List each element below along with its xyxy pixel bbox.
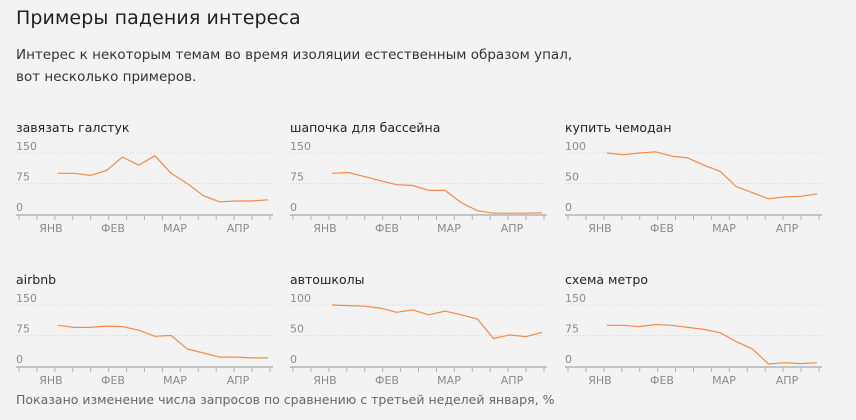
x-tick-label: МАР (712, 222, 736, 235)
chart-2: купить чемодан 0 50 100 ЯНВ ФЕВ МАР АПР (565, 120, 830, 235)
line-chart: 0 75 150 ЯНВ ФЕВ МАР АПР (16, 140, 273, 235)
series-line (607, 323, 818, 365)
page-lead: Интерес к некоторым темам во время изоля… (16, 47, 573, 85)
x-tick-label: АПР (227, 374, 250, 387)
x-tick-label: АПР (776, 222, 799, 235)
x-tick-label: ФЕВ (375, 222, 399, 235)
y-tick-label: 0 (16, 353, 23, 366)
line-chart: 0 75 150 ЯНВ ФЕВ МАР АПР (290, 140, 547, 235)
footnote: Показано изменение числа запросов по сра… (16, 392, 555, 407)
x-tick-label: ФЕВ (650, 222, 674, 235)
y-tick-label: 100 (290, 292, 311, 305)
chart-title: автошколы (290, 272, 365, 287)
series-line (331, 171, 543, 214)
x-tick-label: ЯНВ (588, 374, 611, 387)
chart-title: завязать галстук (16, 120, 130, 135)
chart-title: шапочка для бассейна (290, 120, 441, 135)
x-tick-label: МАР (163, 374, 187, 387)
y-tick-label: 0 (565, 353, 572, 366)
series-line (58, 155, 269, 203)
line-chart: 0 75 150 ЯНВ ФЕВ МАР АПР (565, 292, 822, 387)
x-tick-label: ЯНВ (39, 374, 62, 387)
x-tick-label: АПР (501, 222, 524, 235)
y-tick-label: 75 (16, 323, 30, 336)
line-chart: 0 75 150 ЯНВ ФЕВ МАР АПР (16, 292, 273, 387)
y-tick-label: 0 (290, 353, 297, 366)
x-tick-label: ФЕВ (101, 374, 125, 387)
chart-5: схема метро 0 75 150 ЯНВ ФЕВ МАР АПР (565, 272, 830, 387)
y-tick-label: 0 (16, 201, 23, 214)
chart-title: схема метро (565, 272, 649, 287)
y-tick-label: 50 (290, 323, 304, 336)
x-tick-label: АПР (501, 374, 524, 387)
series-line (331, 304, 543, 340)
x-tick-label: ЯНВ (39, 222, 62, 235)
series-line (606, 151, 818, 200)
line-chart: 0 50 100 ЯНВ ФЕВ МАР АПР (565, 140, 822, 235)
chart-title: купить чемодан (565, 120, 672, 135)
x-tick-label: МАР (437, 222, 461, 235)
x-tick-label: АПР (227, 222, 250, 235)
x-tick-label: ФЕВ (375, 374, 399, 387)
x-tick-label: ФЕВ (650, 374, 674, 387)
y-tick-label: 50 (565, 171, 579, 184)
y-tick-label: 0 (290, 201, 297, 214)
y-tick-label: 75 (290, 171, 304, 184)
y-tick-label: 75 (565, 323, 579, 336)
x-tick-label: МАР (163, 222, 187, 235)
x-tick-label: МАР (712, 374, 736, 387)
chart-title: airbnb (16, 272, 57, 287)
y-tick-label: 150 (16, 292, 37, 305)
line-chart: 0 50 100 ЯНВ ФЕВ МАР АПР (290, 292, 547, 387)
y-tick-label: 150 (290, 140, 311, 153)
chart-0: завязать галстук 0 75 150 ЯНВ ФЕВ МАР АПР (16, 120, 281, 235)
x-tick-label: ЯНВ (313, 374, 336, 387)
chart-4: автошколы 0 50 100 ЯНВ ФЕВ МАР АПР (290, 272, 555, 387)
y-tick-label: 150 (16, 140, 37, 153)
series-line (57, 324, 268, 359)
y-tick-label: 150 (565, 292, 586, 305)
x-tick-label: ФЕВ (101, 222, 125, 235)
chart-1: шапочка для бассейна 0 75 150 ЯНВ ФЕВ МАР АПР (290, 120, 555, 235)
chart-3: airbnb 0 75 150 ЯНВ ФЕВ МАР АПР (16, 272, 281, 387)
x-tick-label: МАР (437, 374, 461, 387)
x-tick-label: ЯНВ (313, 222, 336, 235)
x-tick-label: АПР (776, 374, 799, 387)
y-tick-label: 100 (565, 140, 586, 153)
x-tick-label: ЯНВ (588, 222, 611, 235)
page-title: Примеры падения интереса (16, 7, 301, 29)
y-tick-label: 0 (565, 201, 572, 214)
y-tick-label: 75 (16, 171, 30, 184)
